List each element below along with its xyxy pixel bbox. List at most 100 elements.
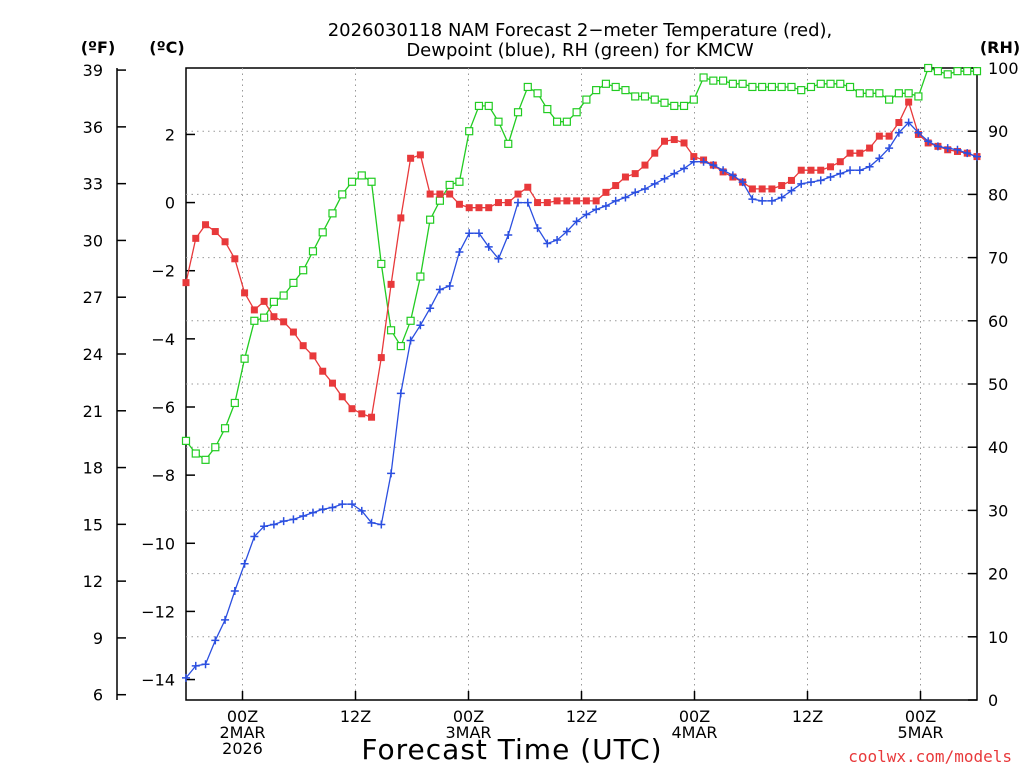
data-point-marker (426, 215, 435, 224)
data-point-marker (670, 101, 679, 111)
data-point-marker (718, 76, 728, 85)
data-point-marker (514, 198, 523, 207)
data-point-marker (484, 242, 493, 251)
data-point-marker (621, 173, 629, 181)
data-point-marker (631, 170, 639, 178)
data-point-marker (875, 132, 883, 140)
data-point-marker (865, 162, 874, 171)
data-point-marker (367, 518, 376, 527)
fahrenheit-tick-label: 18 (83, 459, 103, 478)
data-point-marker (308, 247, 318, 256)
data-point-marker (465, 204, 473, 212)
data-point-marker (308, 508, 317, 517)
data-point-marker (279, 517, 288, 526)
data-point-marker (435, 285, 444, 294)
data-point-marker (777, 82, 786, 92)
fahrenheit-tick-label: 39 (83, 61, 103, 80)
data-point-marker (407, 154, 415, 162)
data-point-marker (270, 313, 278, 321)
data-point-marker (933, 142, 942, 151)
data-point-marker (650, 179, 659, 188)
data-point-marker (621, 193, 630, 202)
data-point-marker (865, 89, 874, 98)
data-point-marker (817, 166, 825, 174)
data-point-marker (319, 367, 327, 375)
data-point-marker (924, 137, 933, 146)
data-point-marker (602, 188, 610, 196)
data-point-marker (201, 455, 210, 464)
data-point-marker (416, 321, 425, 330)
data-point-marker (191, 449, 200, 458)
rh-tick-label: 10 (988, 628, 1008, 647)
data-point-marker (553, 197, 561, 205)
data-point-marker (728, 171, 737, 180)
data-point-marker (660, 98, 669, 107)
x-tick-label: 00Z (679, 707, 710, 726)
data-point-marker (240, 559, 249, 568)
data-point-marker (845, 82, 855, 92)
rh-tick-label: 100 (988, 59, 1019, 78)
data-point-marker (601, 201, 610, 210)
data-point-marker (241, 289, 249, 297)
series-line (185, 67, 977, 461)
fahrenheit-tick-label: 21 (83, 402, 103, 421)
data-point-marker (670, 169, 679, 178)
data-point-marker (895, 119, 903, 127)
x-tick-label: 2026 (222, 739, 263, 758)
data-point-marker (885, 144, 894, 153)
data-point-marker (504, 139, 513, 148)
data-point-marker (582, 210, 591, 219)
data-point-marker (953, 145, 962, 154)
data-point-marker (328, 503, 337, 512)
data-point-marker (357, 506, 366, 515)
fahrenheit-tick-label: 27 (83, 288, 103, 307)
fahrenheit-tick-label: 12 (83, 572, 103, 591)
data-point-marker (182, 279, 190, 287)
data-point-marker (543, 239, 552, 248)
data-point-marker (894, 128, 903, 137)
data-point-marker (435, 196, 445, 205)
data-point-marker (494, 117, 503, 126)
series-line (185, 121, 978, 679)
celsius-tick-label: −6 (151, 398, 175, 417)
x-tick-label: 5MAR (897, 723, 943, 742)
data-point-marker (806, 82, 816, 92)
data-point-marker (582, 197, 590, 205)
data-point-marker (397, 214, 405, 222)
data-point-marker (338, 393, 346, 401)
series-line (185, 100, 978, 419)
data-point-marker (426, 304, 435, 313)
data-point-marker (748, 185, 756, 193)
data-point-marker (768, 185, 776, 193)
data-point-marker (387, 469, 396, 478)
data-point-marker (797, 179, 806, 188)
data-point-marker (221, 238, 229, 246)
data-point-marker (396, 389, 405, 398)
data-point-marker (250, 306, 258, 314)
data-point-marker (924, 63, 933, 73)
data-point-marker (856, 149, 864, 157)
data-point-marker (826, 79, 835, 88)
data-point-marker (338, 500, 347, 509)
celsius-tick-label: −12 (141, 602, 175, 621)
celsius-axis-label: (ºC) (149, 38, 184, 57)
data-point-marker (191, 661, 200, 670)
chart-title-line-2: Dewpoint (blue), RH (green) for KMCW (406, 40, 754, 61)
data-point-marker (250, 532, 259, 541)
data-point-marker (416, 151, 424, 159)
data-point-marker (221, 615, 230, 624)
data-point-marker (680, 164, 689, 173)
data-point-marker (640, 184, 649, 193)
data-point-marker (250, 316, 259, 325)
data-point-marker (758, 82, 767, 92)
rh-tick-label: 70 (988, 249, 1008, 268)
data-point-marker (377, 354, 385, 362)
data-point-marker (572, 217, 581, 226)
x-tick-label: 4MAR (671, 723, 717, 742)
data-point-marker (582, 95, 591, 104)
data-point-marker (631, 188, 640, 197)
data-point-marker (494, 254, 503, 263)
data-point-marker (943, 144, 952, 153)
fahrenheit-tick-label: 6 (93, 686, 103, 705)
data-point-marker (679, 101, 689, 111)
